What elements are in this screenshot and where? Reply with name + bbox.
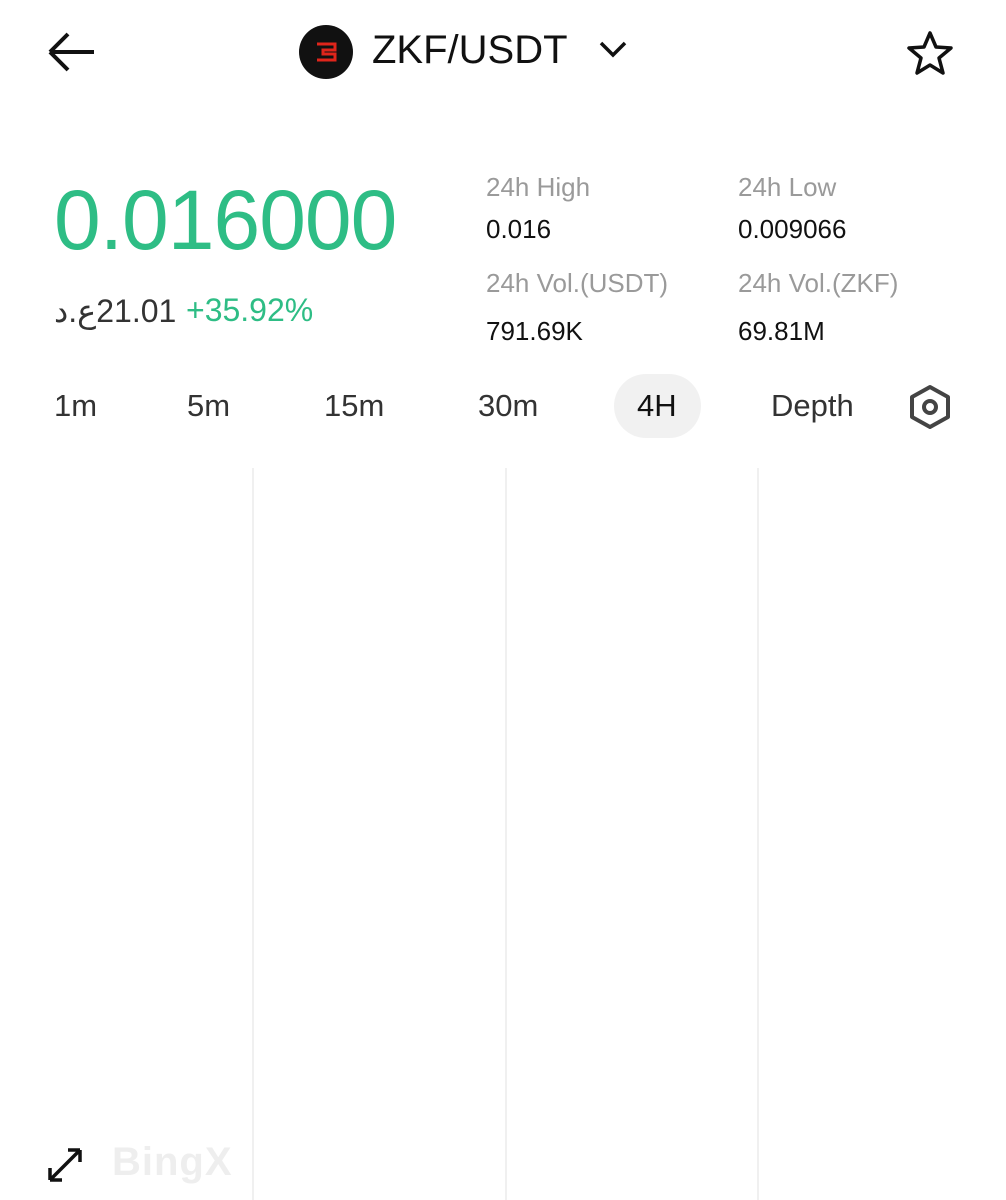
- stat-value: 0.009066: [738, 214, 847, 244]
- stat-label: 24h Low: [738, 172, 837, 202]
- favorite-star[interactable]: [906, 30, 954, 76]
- interval-tab[interactable]: 4H: [637, 388, 677, 423]
- last-price: 0.016000: [54, 173, 397, 267]
- interval-tab[interactable]: 30m: [478, 388, 539, 423]
- pair-name[interactable]: ZKF/USDT: [372, 28, 568, 72]
- stat-label: 24h High: [486, 172, 591, 202]
- coin-logo: [299, 25, 353, 79]
- interval-tab[interactable]: 1m: [54, 388, 98, 423]
- watermark: BingX: [112, 1140, 233, 1184]
- stat-value: 791.69K: [486, 316, 583, 346]
- interval-tab[interactable]: Depth: [771, 388, 854, 423]
- interval-tab[interactable]: 5m: [187, 388, 231, 423]
- pair-dropdown[interactable]: [598, 38, 628, 62]
- selected-interval-bg: [614, 374, 701, 438]
- interval-tab[interactable]: 15m: [324, 388, 385, 423]
- fullscreen-button[interactable]: [46, 1146, 84, 1184]
- stat-value: 0.016: [486, 214, 552, 244]
- candlestick-chart: [252, 468, 759, 1200]
- price-change: +35.92%: [186, 292, 314, 328]
- back-button[interactable]: [46, 30, 98, 74]
- fiat-price: 21.01ع.د: [54, 293, 177, 329]
- stat-label: 24h Vol.(USDT): [486, 268, 669, 298]
- stat-label: 24h Vol.(ZKF): [738, 268, 899, 298]
- stat-value: 69.81M: [738, 316, 825, 346]
- chart-settings[interactable]: [908, 384, 952, 430]
